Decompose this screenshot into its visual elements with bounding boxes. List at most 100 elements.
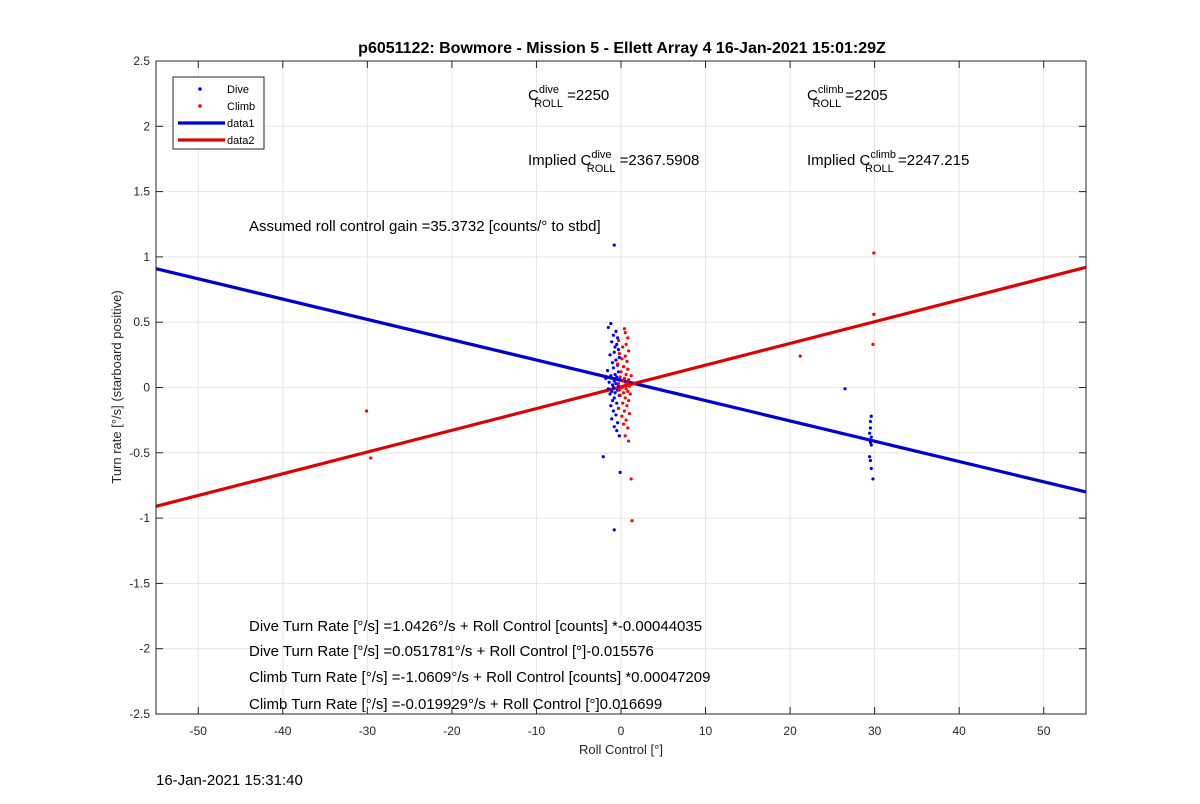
climb-point xyxy=(627,412,632,416)
climb-point xyxy=(621,401,625,405)
annotation-prefix: Implied xyxy=(528,152,581,169)
climb-point xyxy=(628,392,632,396)
climb-point xyxy=(622,409,626,413)
dive-point xyxy=(609,374,613,378)
dive-point xyxy=(613,391,617,395)
climb-point xyxy=(621,365,626,369)
climb-point xyxy=(629,477,633,481)
dive-point xyxy=(611,366,615,370)
climb-point xyxy=(627,349,631,353)
dive-point xyxy=(616,348,621,352)
dive-point xyxy=(617,378,621,382)
annotation-sup: dive xyxy=(539,84,559,96)
annotation-base: C xyxy=(807,87,818,104)
dive-point xyxy=(606,325,610,330)
climb-point xyxy=(621,391,626,395)
climb-point xyxy=(627,384,632,388)
footer-timestamp: 16-Jan-2021 15:31:40 xyxy=(156,772,303,789)
dive-point xyxy=(616,336,620,340)
dive-point xyxy=(612,396,616,400)
climb-point xyxy=(626,336,630,340)
dive-point xyxy=(608,392,612,396)
dive-point xyxy=(869,414,873,418)
climb-point xyxy=(626,389,630,394)
legend-marker-dive xyxy=(198,87,202,91)
legend[interactable]: Dive Climb data1 data2 xyxy=(172,76,265,150)
legend-label: Climb xyxy=(227,101,255,113)
y-tick-label: -2 xyxy=(139,642,150,656)
x-tick-label: -20 xyxy=(443,724,461,738)
annotation-base: C xyxy=(528,87,539,104)
dive-point xyxy=(612,243,616,247)
dive-point xyxy=(612,425,616,429)
climb-point xyxy=(622,327,626,331)
climb-point xyxy=(617,388,621,392)
x-tick-label: 40 xyxy=(953,724,967,738)
dive-point xyxy=(867,455,872,459)
climb-point xyxy=(624,387,628,391)
climb-point xyxy=(616,362,620,366)
climb-point xyxy=(624,342,628,347)
dive-point xyxy=(612,379,616,383)
climb-point xyxy=(618,375,622,379)
annotation-base: C xyxy=(581,152,592,169)
dive-point xyxy=(615,401,619,405)
climb-point xyxy=(617,351,621,356)
dive-point xyxy=(610,389,614,394)
annotation-sup: climb xyxy=(870,149,896,161)
dive-point xyxy=(610,340,614,344)
dive-point xyxy=(615,342,619,347)
climb-point xyxy=(364,409,369,413)
climb-point xyxy=(629,374,633,378)
climb-point xyxy=(619,370,623,374)
annotation-sub: ROLL xyxy=(865,163,894,175)
x-tick-label: -10 xyxy=(528,724,546,738)
x-tick-label: -50 xyxy=(190,724,208,738)
dive-point xyxy=(871,477,875,481)
dive-point xyxy=(612,528,616,532)
dive-point xyxy=(868,419,873,424)
dive-point xyxy=(611,409,615,413)
dive-point xyxy=(605,368,610,373)
climb-point xyxy=(623,434,627,438)
annotation-base: C xyxy=(860,152,871,169)
x-tick-label: 50 xyxy=(1037,724,1051,738)
y-tick-label: 1.5 xyxy=(133,185,150,199)
dive-point xyxy=(607,380,611,384)
climb-point xyxy=(623,354,627,358)
x-tick-label: 30 xyxy=(868,724,882,738)
legend-label: Dive xyxy=(227,84,249,96)
x-tick-label: 20 xyxy=(783,724,797,738)
dive-point xyxy=(843,387,847,391)
climb-point xyxy=(623,396,627,400)
climb-point xyxy=(620,385,624,390)
dive-point xyxy=(610,398,615,403)
dive-point xyxy=(614,381,618,386)
dive-point xyxy=(616,421,620,425)
annotation-eq1: Dive Turn Rate [°/s] =1.0426°/s + Roll C… xyxy=(249,618,702,635)
fit-line-data1 xyxy=(155,267,1087,494)
x-axis-label: Roll Control [°] xyxy=(579,742,663,757)
annotation-c_dive: Cdive ROLL =2250 xyxy=(528,84,609,110)
y-tick-label: -2.5 xyxy=(129,707,150,721)
climb-point xyxy=(630,519,634,523)
climb-point xyxy=(798,354,802,358)
x-tick-label: 0 xyxy=(618,724,625,738)
climb-point xyxy=(872,251,876,255)
climb-point xyxy=(624,418,628,422)
climb-point xyxy=(622,376,626,380)
dive-point xyxy=(868,459,873,463)
dive-point xyxy=(616,370,621,374)
climb-point xyxy=(616,338,621,343)
annotation-value: =2247.215 xyxy=(894,152,970,169)
annotation-prefix: Implied xyxy=(807,152,860,169)
chart-title: p6051122: Bowmore - Mission 5 - Ellett A… xyxy=(358,40,886,57)
dive-point xyxy=(869,466,873,471)
dive-point xyxy=(609,404,613,408)
dive-point xyxy=(611,385,615,390)
y-axis-label: Turn rate [°/s] (starboard positive) xyxy=(109,290,124,483)
climb-point xyxy=(618,393,622,397)
y-tick-label: 0.5 xyxy=(133,315,150,329)
climb-point xyxy=(623,331,627,335)
